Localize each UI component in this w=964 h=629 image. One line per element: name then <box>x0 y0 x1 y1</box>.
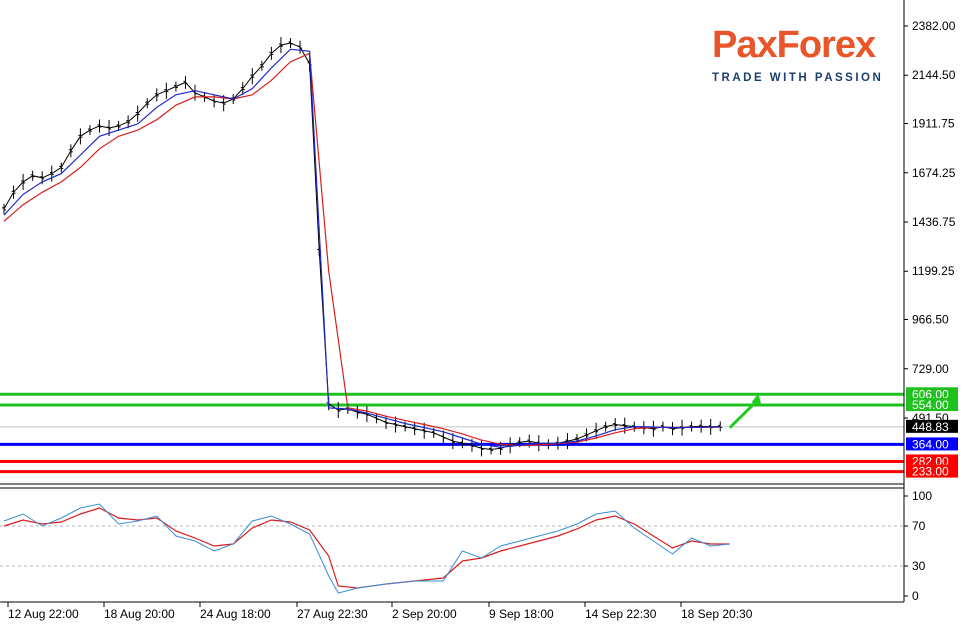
oscillator-tick-label: 70 <box>912 519 926 533</box>
oscillator-tick-label: 30 <box>912 559 926 573</box>
level-label-233.00: 233.00 <box>912 465 949 479</box>
price-tick-label: 491.50 <box>912 411 949 425</box>
paxforex-logo: PaxForex TRADE WITH PASSION <box>712 26 892 90</box>
time-tick-label: 9 Sep 18:00 <box>489 607 554 621</box>
price-tick-label: 1436.75 <box>912 215 956 229</box>
current-price-box <box>906 419 958 433</box>
level-label-364.00: 364.00 <box>912 437 949 451</box>
logo-part-pax: Pax <box>712 24 778 66</box>
level-label-box-282.00 <box>906 454 958 468</box>
ma-fast-line <box>3 48 721 448</box>
level-label-554.00: 554.00 <box>912 398 949 412</box>
price-tick-label: 1911.75 <box>912 117 955 131</box>
level-label-606.00: 606.00 <box>912 387 949 401</box>
price-tick-label: 1674.25 <box>912 166 956 180</box>
oscillator-slow-line <box>3 507 730 589</box>
oscillator-tick-label: 100 <box>912 489 932 503</box>
oscillator-tick-label: 0 <box>912 589 919 603</box>
logo-tagline: TRADE WITH PASSION <box>712 72 884 84</box>
current-price-label: 448.83 <box>912 420 949 434</box>
time-tick-label: 12 Aug 22:00 <box>8 607 79 621</box>
level-label-box-554.00 <box>906 398 958 412</box>
time-tick-label: 2 Sep 20:00 <box>392 607 457 621</box>
oscillator-fast-line <box>3 503 730 594</box>
price-tick-label: 2144.50 <box>912 68 956 82</box>
level-label-box-606.00 <box>906 387 958 401</box>
time-tick-label: 14 Sep 22:30 <box>585 607 657 621</box>
logo-part-forex: Forex <box>776 24 876 66</box>
time-tick-label: 18 Aug 20:00 <box>104 607 175 621</box>
price-tick-label: 1199.25 <box>912 264 955 278</box>
price-tick-label: 729.00 <box>912 362 949 376</box>
price-series-line <box>3 42 721 450</box>
level-label-box-364.00 <box>906 437 958 451</box>
logo-wordmark: PaxForex <box>712 26 892 64</box>
up-arrow-head <box>751 393 762 406</box>
level-label-box-233.00 <box>906 464 958 478</box>
up-arrow-shaft <box>728 398 760 429</box>
price-tick-label: 2382.00 <box>912 19 956 33</box>
price-tick-label: 966.50 <box>912 313 949 327</box>
time-tick-label: 27 Aug 22:30 <box>297 607 368 621</box>
time-tick-label: 18 Sep 20:30 <box>681 607 753 621</box>
time-tick-label: 24 Aug 18:00 <box>200 607 271 621</box>
ma-slow-line <box>3 52 721 447</box>
